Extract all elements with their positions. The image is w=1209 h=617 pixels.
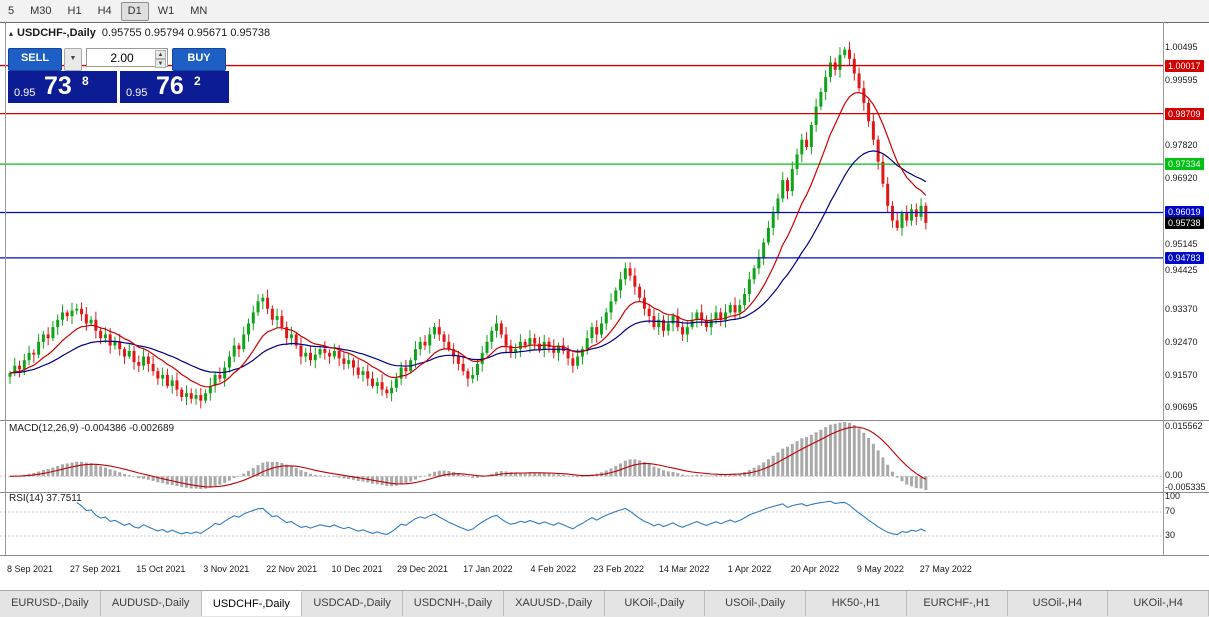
date-label: 15 Oct 2021 — [136, 564, 186, 574]
spin-down-icon[interactable]: ▼ — [155, 59, 166, 68]
price-tick-0.94783: 0.94783 — [1165, 251, 1204, 264]
price-tick-0.96920: 0.96920 — [1165, 173, 1198, 184]
rsi-label: RSI(14) 37.7511 — [9, 493, 82, 504]
chart-header: ▴ USDCHF-,Daily 0.95755 0.95794 0.95671 0.… — [9, 27, 270, 39]
macd-tick-zero: 0.00 — [1165, 470, 1183, 481]
date-label: 8 Sep 2021 — [6, 564, 54, 574]
chart-tab-USDCAD-Daily[interactable]: USDCAD-,Daily — [302, 591, 403, 616]
date-label: 9 May 2022 — [856, 564, 904, 574]
chart-tab-AUDUSD-Daily[interactable]: AUDUSD-,Daily — [100, 591, 202, 616]
rsi-tick-70: 70 — [1165, 506, 1176, 516]
price-tick-0.99595: 0.99595 — [1165, 75, 1198, 86]
timeframe-button-D1[interactable]: D1 — [120, 1, 149, 21]
price-tick-0.92470: 0.92470 — [1165, 336, 1198, 347]
date-label: 22 Nov 2021 — [266, 564, 318, 574]
timeframe-button-H4[interactable]: H4 — [90, 1, 119, 21]
time-axis: 8 Sep 2021 27 Sep 2021 15 Oct 2021 3 Nov 20… — [0, 556, 1209, 590]
price-tick-1.00495: 1.00495 — [1165, 41, 1198, 52]
buy-button[interactable]: BUY — [172, 48, 226, 71]
timeframe-button-5[interactable]: 5 — [1, 1, 22, 21]
chart-tab-UKOil-H4[interactable]: UKOil-,H4 — [1108, 591, 1209, 616]
price-tick-0.94425: 0.94425 — [1165, 265, 1198, 276]
chart-title: USDCHF-,Daily — [17, 27, 96, 39]
sell-button[interactable]: SELL — [8, 48, 62, 71]
chart-tab-HK50-H1[interactable]: HK50-,H1 — [806, 591, 907, 616]
spin-up-icon[interactable]: ▲ — [155, 50, 166, 59]
sell-price-big: 73 — [44, 72, 72, 100]
date-label: 3 Nov 2021 — [203, 564, 250, 574]
price-tick-0.97820: 0.97820 — [1165, 140, 1198, 151]
date-label: 10 Dec 2021 — [331, 564, 383, 574]
timeframe-button-MN[interactable]: MN — [183, 1, 215, 21]
date-label: 27 Sep 2021 — [69, 564, 121, 574]
date-label: 4 Feb 2022 — [530, 564, 577, 574]
date-label: 27 May 2022 — [919, 564, 972, 574]
chart-tab-USDCHF-Daily[interactable]: USDCHF-,Daily — [201, 591, 303, 616]
macd-label: MACD(12,26,9) -0.004386 -0.002689 — [9, 423, 175, 434]
price-tick-0.90695: 0.90695 — [1165, 402, 1198, 413]
chart-tab-UKOil-Daily[interactable]: UKOil-,Daily — [604, 591, 706, 616]
rsi-tick-100: 100 — [1165, 491, 1181, 501]
chart-tabs-bar: EURUSD-,Daily AUDUSD-,Daily USDCHF-,Daily U… — [0, 590, 1209, 617]
chart-tab-USDCNH-Daily[interactable]: USDCNH-,Daily — [403, 591, 504, 616]
chart-canvas[interactable] — [0, 22, 1209, 556]
chart-tab-USOil-Daily[interactable]: USOil-,Daily — [705, 591, 806, 616]
one-click-trading-panel: SELL ▼ ▲▼ BUY 0.95 73 8 0.95 76 2 — [8, 48, 232, 103]
chart-ohlc: 0.95755 0.95794 0.95671 0.95738 — [101, 27, 271, 39]
buy-price-pip: 2 — [194, 74, 201, 88]
timeframe-button-H1[interactable]: H1 — [60, 1, 89, 21]
price-tick-0.97334: 0.97334 — [1165, 158, 1204, 171]
price-tick-0.95738: 0.95738 — [1165, 216, 1204, 229]
sell-price-pip: 8 — [82, 74, 89, 88]
date-label: 23 Feb 2022 — [593, 564, 645, 574]
timeframe-button-M30[interactable]: M30 — [23, 1, 59, 21]
volume-spinner[interactable]: ▲ ▼ — [155, 50, 166, 68]
collapse-icon[interactable]: ▴ — [9, 29, 14, 38]
chart-tab-EURUSD-Daily[interactable]: EURUSD-,Daily — [0, 591, 101, 616]
chart-area[interactable]: ▴ USDCHF-,Daily 0.95755 0.95794 0.95671 0.… — [0, 22, 1209, 556]
timeframe-toolbar: 5 M30 H1 H4 D1 W1 MN — [0, 0, 1209, 23]
price-tick-0.91570: 0.91570 — [1165, 369, 1198, 380]
price-tick-0.98709: 0.98709 — [1165, 107, 1204, 120]
date-label: 20 Apr 2022 — [790, 564, 840, 574]
date-label: 17 Jan 2022 — [463, 564, 513, 574]
chart-tab-USOil-H4[interactable]: USOil-,H4 — [1007, 591, 1109, 616]
sell-options-dropdown[interactable]: ▼ — [64, 48, 82, 71]
price-tick-0.96019: 0.96019 — [1165, 206, 1204, 219]
sell-price-prefix: 0.95 — [14, 87, 36, 99]
macd-tick-max: 0.015562 — [1165, 421, 1203, 431]
macd-tick-min: -0.005335 — [1165, 482, 1206, 492]
timeframe-button-W1[interactable]: W1 — [150, 1, 182, 21]
buy-price-display[interactable]: 0.95 76 2 — [120, 71, 229, 103]
chart-tab-EURCHF-H1[interactable]: EURCHF-,H1 — [906, 591, 1008, 616]
buy-price-big: 76 — [156, 72, 184, 100]
price-tick-1.00017: 1.00017 — [1165, 59, 1204, 72]
price-tick-0.95145: 0.95145 — [1165, 238, 1198, 249]
price-axis: 1.00495 1.00017 0.99595 0.98709 0.97820 0.973… — [1164, 22, 1209, 556]
rsi-tick-30: 30 — [1165, 530, 1176, 540]
sell-price-display[interactable]: 0.95 73 8 — [8, 71, 117, 103]
price-tick-0.93370: 0.93370 — [1165, 303, 1198, 314]
date-label: 29 Dec 2021 — [396, 564, 449, 574]
date-label: 14 Mar 2022 — [658, 564, 710, 574]
date-label: 1 Apr 2022 — [727, 564, 772, 574]
chart-tab-XAUUSD-Daily[interactable]: XAUUSD-,Daily — [503, 591, 605, 616]
buy-price-prefix: 0.95 — [126, 87, 148, 99]
volume-input[interactable] — [86, 48, 168, 67]
